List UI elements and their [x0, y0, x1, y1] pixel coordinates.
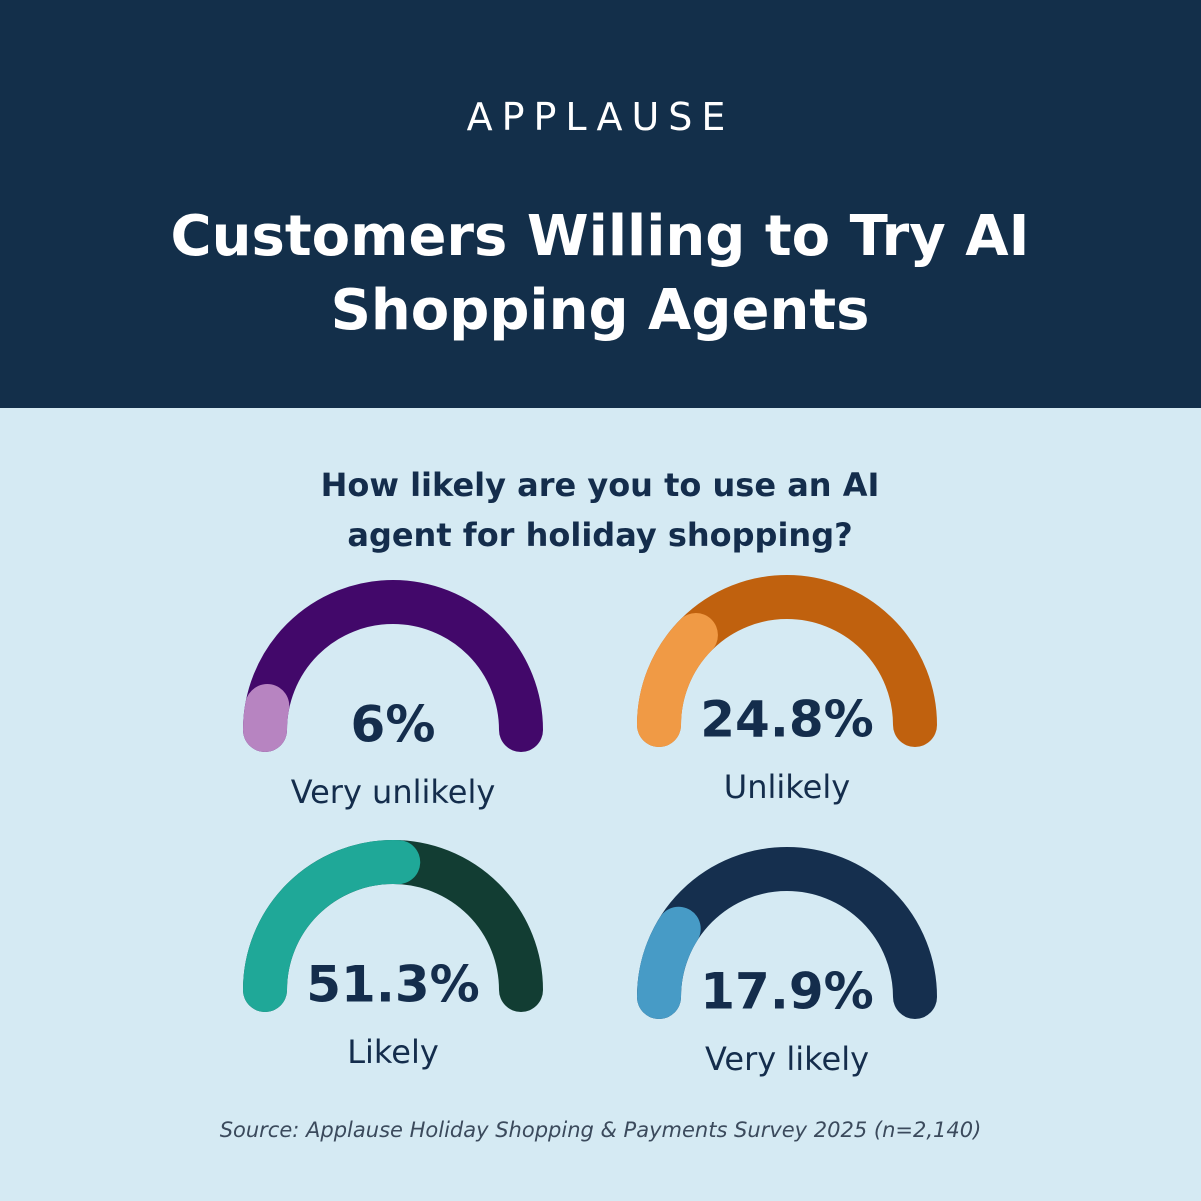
chart-subtitle: How likely are you to use an AI agent fo…	[320, 466, 880, 554]
category-label: Very likely	[705, 1040, 869, 1078]
value-label: 6%	[351, 696, 436, 754]
source-note: Source: Applause Holiday Shopping & Paym…	[219, 1118, 982, 1142]
category-label: Likely	[347, 1033, 439, 1071]
value-label: 17.9%	[700, 963, 873, 1021]
gauge-value	[243, 684, 290, 752]
category-label: Very unlikely	[291, 773, 496, 811]
gauge-value	[637, 613, 718, 747]
header	[0, 0, 1201, 408]
gauge-track	[243, 580, 543, 752]
value-label: 24.8%	[700, 691, 873, 749]
gauge-value	[637, 906, 701, 1019]
chart-title: Customers Willing to Try AI Shopping Age…	[170, 204, 1030, 343]
category-label: Unlikely	[724, 768, 850, 806]
value-label: 51.3%	[306, 956, 479, 1014]
brand-logo: APPLAUSE	[466, 95, 735, 139]
gauge-value	[243, 840, 421, 1012]
